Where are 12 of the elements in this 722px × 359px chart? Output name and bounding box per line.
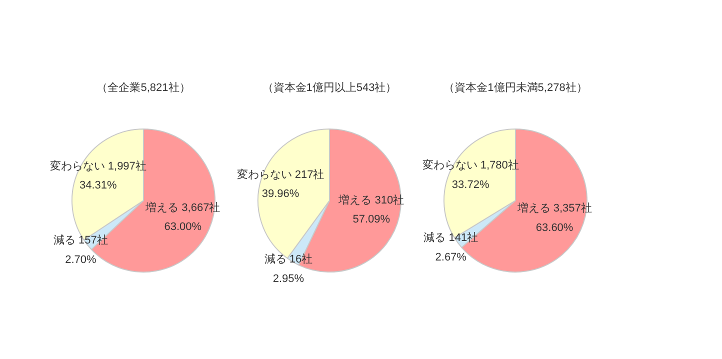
slice-label: 変わらない 1,780社 33.72% [422, 158, 519, 191]
slice-label: 減る 16社 2.95% [264, 252, 313, 285]
slice-label: 増える 3,667社 63.00% [144, 200, 220, 234]
slice-label: 増える 3,357社 63.60% [516, 202, 592, 234]
chart-title: （全企業5,821社） [96, 81, 190, 94]
chart-title: （資本金1億円未満5,278社） [444, 81, 588, 94]
slice-label: 減る 141社 2.67% [424, 231, 478, 264]
chart-title: （資本金1億円以上543社） [262, 81, 397, 94]
slice-label: 増える 310社 57.09% [338, 193, 404, 226]
slice-label: 変わらない 217社 39.96% [236, 168, 324, 200]
slice-label: 減る 157社 2.70% [53, 234, 108, 266]
slice-label: 変わらない 1,997社 34.31% [50, 160, 146, 192]
